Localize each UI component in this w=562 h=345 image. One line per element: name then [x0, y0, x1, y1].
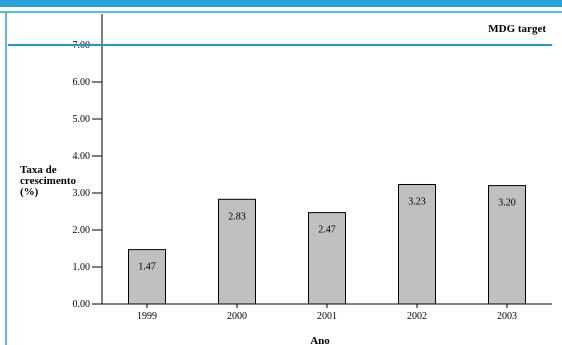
x-tick-label: 2003	[497, 311, 517, 322]
y-tick-label: 3.00	[73, 188, 91, 199]
y-tick-label: 1.00	[73, 262, 91, 273]
top-frame-band	[0, 0, 562, 7]
bar-value-label: 3.20	[498, 198, 516, 209]
y-tick-label: 5.00	[73, 114, 91, 125]
y-axis-label: (%)	[20, 186, 39, 198]
y-axis-label: crescimento	[20, 175, 76, 187]
bar-value-label: 1.47	[138, 262, 156, 273]
bar	[128, 249, 166, 305]
bar-value-label: 3.23	[408, 196, 426, 207]
bar-value-label: 2.83	[228, 211, 246, 222]
y-tick-label: 4.00	[73, 151, 91, 162]
y-tick-label: 0.00	[73, 299, 91, 310]
x-tick-label: 2001	[317, 311, 337, 322]
bar-value-label: 2.47	[318, 225, 336, 236]
x-axis-label: Ano	[310, 335, 330, 345]
x-tick-label: 2002	[407, 311, 427, 322]
mdg-target-label: MDG target	[488, 23, 546, 35]
y-tick-label: 2.00	[73, 225, 91, 236]
y-tick-label: 6.00	[73, 77, 91, 88]
bar	[398, 183, 436, 305]
x-tick-label: 1999	[137, 311, 157, 322]
x-tick-label: 2000	[227, 311, 247, 322]
y-axis-label: Taxa de	[20, 164, 57, 176]
